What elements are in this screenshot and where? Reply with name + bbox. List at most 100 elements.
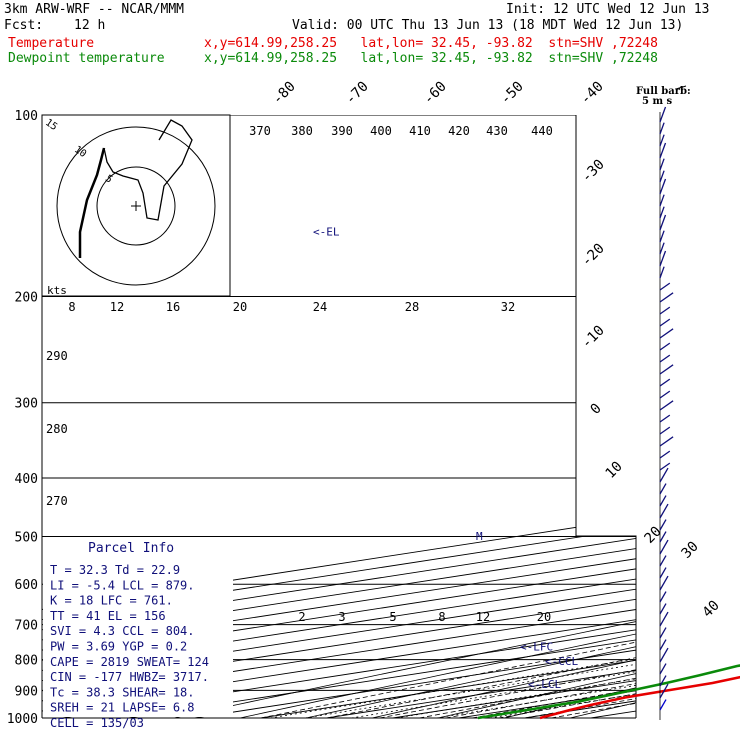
wind-barb — [659, 603, 667, 615]
isotherm-label: 10 — [603, 459, 626, 482]
parcel-info-row: TT = 41 EL = 156 — [50, 609, 166, 623]
hodograph-ring-label-5: 5 — [103, 173, 114, 185]
mixing-ratio-top-label: 20 — [233, 300, 247, 314]
pressure-label-200: 200 — [15, 291, 38, 306]
pressure-label-600: 600 — [15, 578, 38, 593]
isotherm-label: -20 — [579, 241, 608, 270]
isotherm-label: 0 — [588, 401, 605, 418]
theta-label: 390 — [331, 124, 353, 138]
wind-barb — [659, 158, 665, 171]
wind-barb — [659, 194, 665, 207]
isotherm-line — [42, 115, 636, 718]
forecast-hour: 12 h — [74, 18, 106, 33]
init-time: Init: 12 UTC Wed 12 Jun 13 — [506, 2, 710, 17]
wind-barb — [659, 591, 667, 603]
dry-adiabat-line — [702, 115, 740, 718]
parcel-info-row: SVI = 4.3 CCL = 804. — [50, 624, 195, 638]
wind-barb — [659, 354, 671, 363]
dewpoint-profile — [477, 664, 740, 720]
moist-adiabat-lines — [260, 296, 636, 718]
theta-label: 440 — [531, 124, 553, 138]
dry-adiabat-line — [239, 115, 636, 718]
isotherm-label: -80 — [270, 79, 299, 108]
wind-barb — [659, 242, 665, 255]
moist-adiabat-line — [551, 296, 636, 718]
wind-barb — [659, 206, 665, 219]
wind-barb — [659, 414, 671, 423]
moist-adiabat-line — [326, 296, 636, 718]
wind-barb — [659, 390, 671, 399]
isotherm-line — [42, 115, 636, 718]
hodograph-ring-5 — [96, 166, 176, 246]
theta-label: 410 — [409, 124, 431, 138]
dry-adiabat-labels: 290 280 270 — [46, 349, 68, 508]
temperature-legend: Temperature — [8, 36, 95, 51]
theta-label: 420 — [448, 124, 470, 138]
wind-barb — [659, 639, 667, 651]
wind-barb — [659, 266, 665, 279]
wind-barb-column — [659, 106, 674, 720]
wind-key-line2: 5 m s — [642, 96, 673, 107]
wind-key-barb-icon — [675, 85, 687, 90]
mixing-ratio-low-label: 20 — [537, 610, 551, 624]
wind-barb — [659, 503, 669, 519]
pressure-label-1000: 1000 — [7, 712, 38, 727]
wind-barb — [659, 328, 674, 339]
level-marker-lcl: <-LCL — [528, 678, 561, 691]
sounding-series — [477, 664, 740, 720]
wind-barb — [659, 214, 667, 231]
wind-barb — [659, 495, 667, 507]
pressure-label-100: 100 — [15, 109, 38, 124]
pressure-label-800: 800 — [15, 654, 38, 669]
mixing-ratio-low-label: 3 — [338, 610, 345, 624]
dry-adiabat-line — [371, 115, 636, 718]
isotherm-line — [524, 115, 636, 718]
theta-label: 400 — [370, 124, 392, 138]
valid-time: Valid: 00 UTC Thu 13 Jun 13 (18 MDT Wed … — [292, 18, 684, 33]
theta-label: 430 — [486, 124, 508, 138]
theta-labels: 370 380 390 400 410 420 430 440 — [249, 124, 553, 138]
theta-label: 380 — [291, 124, 313, 138]
parcel-info-row: PW = 3.69 YGP = 0.2 — [50, 640, 187, 654]
wind-barb — [659, 531, 667, 543]
wind-barb — [659, 611, 669, 627]
mixing-ratio-low-label: 8 — [438, 610, 445, 624]
parcel-info-title: Parcel Info — [88, 541, 174, 556]
mixing-ratio-top-label: 8 — [68, 300, 75, 314]
pressure-label-300: 300 — [15, 397, 38, 412]
wind-barb — [659, 575, 669, 591]
parcel-info-row: T = 32.3 Td = 22.9 — [50, 563, 180, 577]
wind-barb — [659, 647, 669, 663]
wind-barb — [659, 567, 667, 579]
dry-adiabat-line — [437, 115, 636, 718]
moist-adiabat-line — [419, 296, 636, 718]
parcel-info-row: K = 18 LFC = 761. — [50, 594, 173, 608]
isotherm-line — [194, 115, 636, 718]
mixing-ratio-low-label: 12 — [476, 610, 490, 624]
mixing-ratio-low-label: 2 — [298, 610, 305, 624]
mixing-ratio-top-label: 28 — [405, 300, 419, 314]
hodograph: 15 10 5 kts — [43, 117, 216, 297]
mixing-ratio-line — [396, 574, 636, 718]
isotherm-label: -30 — [579, 157, 608, 186]
isotherm-line — [42, 115, 636, 718]
isotherm-label: -40 — [578, 79, 607, 108]
level-marker-el: <-EL — [313, 225, 340, 238]
pressure-label-700: 700 — [15, 619, 38, 634]
mixing-ratio-top-label: 12 — [110, 300, 124, 314]
dry-adiabat-label: 290 — [46, 349, 68, 363]
wind-barb — [659, 306, 671, 315]
wind-key-line1: Full barb: — [636, 86, 691, 97]
wind-barb — [659, 675, 667, 687]
mixing-ratio-top-label: 24 — [313, 300, 327, 314]
mixing-ratio-low-labels: 2 3 5 8 12 20 — [298, 610, 551, 624]
wind-barb — [659, 436, 674, 447]
moist-adiabat-line — [260, 296, 636, 718]
isotherm-label: 30 — [679, 539, 702, 562]
wind-barb — [659, 142, 667, 159]
hodograph-trace-upper — [103, 119, 193, 221]
mixing-ratio-low-label: 5 — [389, 610, 396, 624]
wind-barb — [659, 342, 671, 351]
moist-adiabat-line — [445, 296, 636, 718]
wind-barb — [659, 467, 669, 483]
